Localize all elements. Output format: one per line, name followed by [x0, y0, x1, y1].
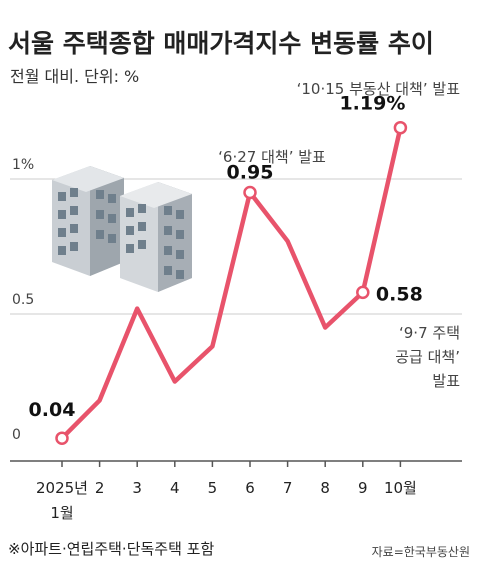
- x-tick-label: 6: [245, 479, 255, 497]
- y-tick-label: 1%: [12, 157, 34, 173]
- data-label: 1.19%: [339, 93, 405, 115]
- x-tick-label: 2025년: [36, 479, 88, 497]
- annotation-text: 공급 대책’: [395, 348, 460, 366]
- series-line-group: [55, 120, 408, 445]
- x-tick-label: 4: [170, 479, 180, 497]
- annotation-text: ‘9·7 주택: [399, 324, 460, 342]
- data-label: 0.04: [29, 399, 76, 421]
- y-tick-label: 0: [12, 427, 21, 443]
- annotation-text: 발표: [432, 372, 460, 390]
- source: 자료=한국부동산원: [372, 545, 470, 559]
- data-point-marker: [393, 120, 408, 135]
- annotation-text: ‘10·15 부동산 대책’ 발표: [297, 80, 461, 98]
- chart-title: 서울 주택종합 매매가격지수 변동률 추이: [8, 29, 434, 58]
- data-point-marker: [55, 431, 69, 445]
- x-tick-label: 9: [358, 479, 368, 497]
- x-tick-label: 10월: [384, 479, 417, 497]
- annotation-text: ‘6·27 대책’ 발표: [218, 148, 326, 166]
- y-axis-labels: 0 0.5 1%: [12, 157, 34, 443]
- x-tick-label: 8: [320, 479, 330, 497]
- x-axis: 2025년 1월 2 3 4 5 6 7 8 9 10월: [10, 460, 462, 522]
- footnote: ※아파트·연립주택·단독주택 포함: [8, 540, 214, 558]
- data-label: 0.95: [227, 162, 274, 184]
- x-tick-label: 7: [283, 479, 293, 497]
- y-tick-label: 0.5: [12, 292, 34, 308]
- series-line: [59, 125, 403, 441]
- data-label: 0.58: [376, 283, 423, 305]
- data-point-marker: [356, 285, 370, 300]
- x-tick-label-line2: 1월: [50, 504, 73, 522]
- apartment-buildings-icon: [52, 166, 192, 292]
- x-tick-label: 3: [132, 479, 142, 497]
- data-point-marker: [243, 185, 257, 200]
- chart-subtitle: 전월 대비. 단위: %: [10, 67, 139, 86]
- x-tick-label: 2: [95, 479, 105, 497]
- x-tick-label: 5: [208, 479, 218, 497]
